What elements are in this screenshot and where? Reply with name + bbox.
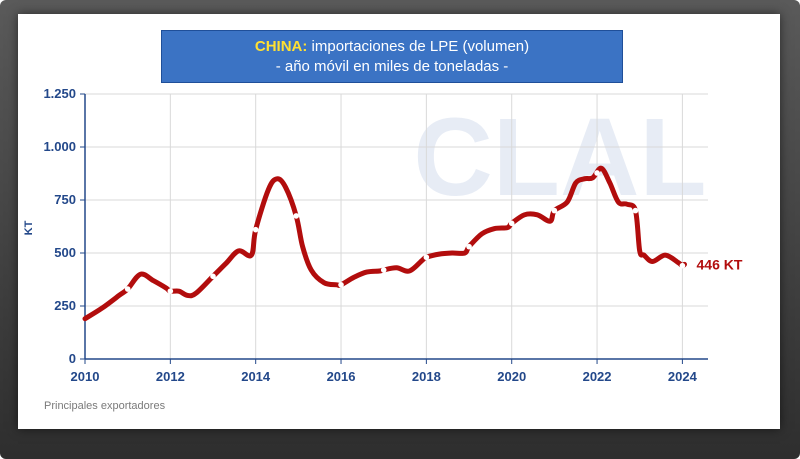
data-point-marker bbox=[423, 254, 430, 261]
y-tick-label: 1.000 bbox=[43, 139, 76, 154]
chart-title-box: CHINA: importaciones de LPE (volumen) - … bbox=[161, 30, 623, 83]
series-group bbox=[82, 165, 687, 322]
chart-panel bbox=[18, 14, 780, 429]
y-axis-label: KT bbox=[23, 220, 35, 235]
data-point-marker bbox=[508, 220, 515, 227]
footer-note: Principales exportadores bbox=[44, 400, 166, 412]
y-tick-label: 0 bbox=[69, 351, 76, 366]
data-point-marker bbox=[594, 170, 600, 176]
y-tick-label: 1.250 bbox=[43, 86, 76, 101]
data-point-marker bbox=[124, 286, 131, 292]
tick-labels: 0 250 500 750 1.000 1.250 2010 2012 2014 2016 2018… bbox=[43, 86, 697, 384]
data-point-marker bbox=[632, 207, 639, 214]
data-point-marker bbox=[167, 288, 174, 294]
data-point-marker bbox=[252, 226, 259, 233]
title-highlight: CHINA: bbox=[254, 38, 308, 55]
x-tick-label: 2014 bbox=[241, 369, 271, 384]
series-line bbox=[82, 165, 687, 322]
y-tick-label: 750 bbox=[54, 192, 76, 207]
data-point-marker bbox=[293, 213, 300, 219]
x-tick-label: 2018 bbox=[412, 369, 441, 384]
chart-title: CHINA: importaciones de LPE (volumen) bbox=[162, 37, 622, 57]
axes bbox=[80, 93, 708, 364]
x-tick-label: 2012 bbox=[156, 369, 185, 384]
data-point-marker bbox=[338, 282, 344, 288]
title-text: importaciones de LPE (volumen) bbox=[311, 38, 530, 55]
data-point-marker bbox=[466, 243, 472, 250]
end-value-label: 446 KT bbox=[697, 256, 743, 272]
data-point-marker bbox=[551, 207, 558, 214]
y-tick-label: 500 bbox=[54, 245, 76, 260]
data-point-marker bbox=[679, 262, 686, 269]
y-tick-label: 250 bbox=[54, 298, 76, 313]
chart-subtitle: - año móvil en miles de toneladas - bbox=[275, 58, 509, 75]
data-point-marker bbox=[210, 273, 216, 280]
x-tick-label: 2020 bbox=[497, 369, 526, 384]
x-tick-label: 2016 bbox=[327, 369, 356, 384]
grid-lines bbox=[85, 93, 708, 359]
watermark-logo: CLAL bbox=[413, 96, 706, 219]
markers-group bbox=[124, 170, 686, 294]
x-tick-label: 2010 bbox=[71, 369, 100, 384]
x-tick-label: 2022 bbox=[583, 369, 612, 384]
data-point-marker bbox=[380, 267, 387, 273]
x-tick-label: 2024 bbox=[668, 369, 698, 384]
